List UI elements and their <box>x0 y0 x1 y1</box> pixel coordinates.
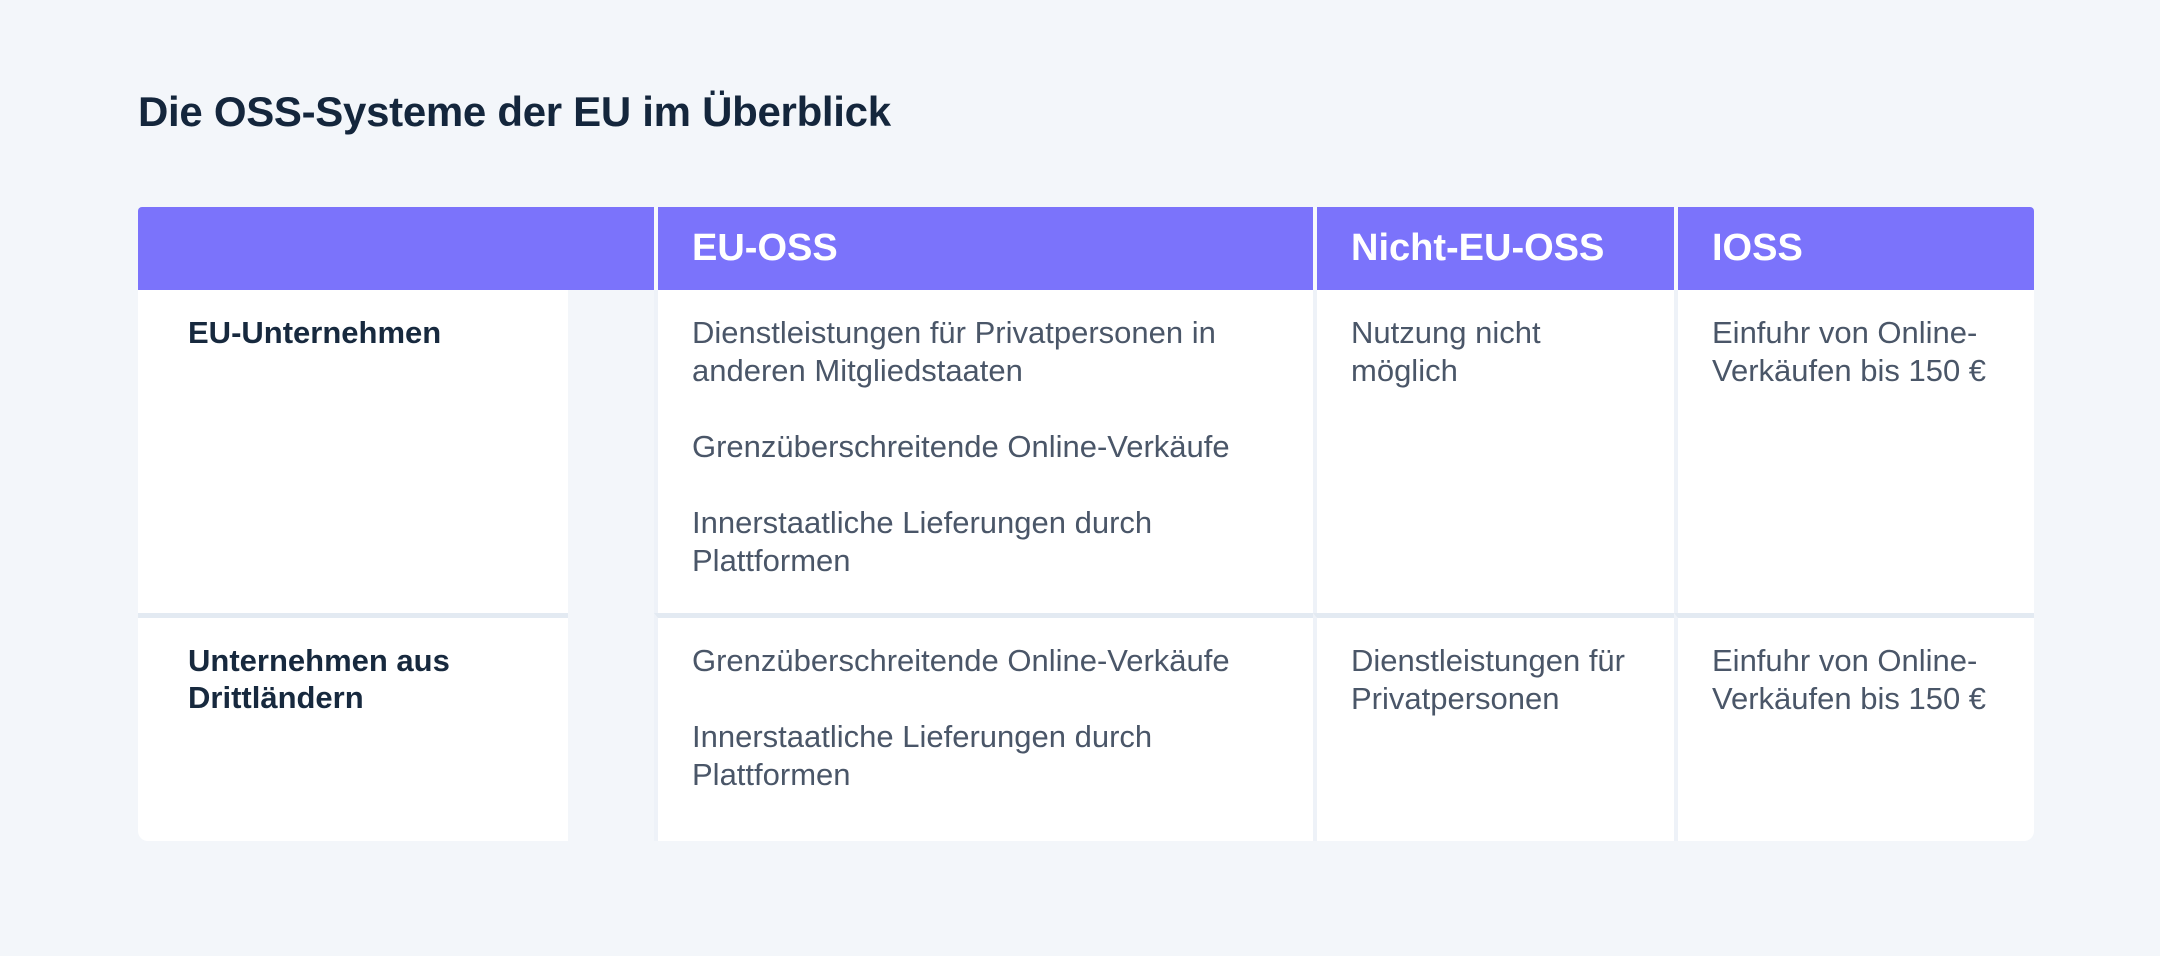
cell-paragraph: Grenzüberschreitende Online-Verkäufe <box>692 643 1230 678</box>
cell-paragraph: Einfuhr von Online-Verkäufen bis 150 € <box>1712 643 1987 716</box>
table-cell-eu-oss: Dienstleistungen für Privatpersonen in a… <box>654 290 1313 613</box>
cell-paragraph: Dienstleistungen für Privatpersonen <box>1351 643 1625 716</box>
header-cell-ioss: IOSS <box>1674 207 2034 290</box>
cell-paragraph: Innerstaatliche Lieferungen durch Plattf… <box>692 505 1153 578</box>
table-cell-nicht-eu-oss: Nutzung nicht möglich <box>1313 290 1674 613</box>
cell-paragraph: Nutzung nicht möglich <box>1351 315 1541 388</box>
cell-paragraph: Grenzüberschreitende Online-Verkäufe <box>692 429 1230 464</box>
header-cell-nicht-eu-oss: Nicht-EU-OSS <box>1313 207 1674 290</box>
table-cell-eu-oss: Grenzüberschreitende Online-Verkäufe Inne… <box>654 613 1313 841</box>
header-cell-empty <box>138 207 654 290</box>
cell-paragraph: Einfuhr von Online-Verkäufen bis 150 € <box>1712 315 1987 388</box>
table-cell-ioss: Einfuhr von Online-Verkäufen bis 150 € <box>1674 613 2034 841</box>
table-cell-nicht-eu-oss: Dienstleistungen für Privatpersonen <box>1313 613 1674 841</box>
cell-paragraph: Innerstaatliche Lieferungen durch Plattf… <box>692 719 1153 792</box>
table-cell-ioss: Einfuhr von Online-Verkäufen bis 150 € <box>1674 290 2034 613</box>
cell-paragraph: Dienstleistungen für Privatpersonen in a… <box>692 315 1216 388</box>
header-cell-eu-oss: EU-OSS <box>654 207 1313 290</box>
row-header-cell: Unternehmen aus Drittländern <box>138 613 568 841</box>
oss-comparison-table: EU-OSS Nicht-EU-OSS IOSS EU-Unternehmen D… <box>138 207 2034 841</box>
page-title: Die OSS-Systeme der EU im Überblick <box>138 88 891 135</box>
row-header-cell: EU-Unternehmen <box>138 290 568 613</box>
